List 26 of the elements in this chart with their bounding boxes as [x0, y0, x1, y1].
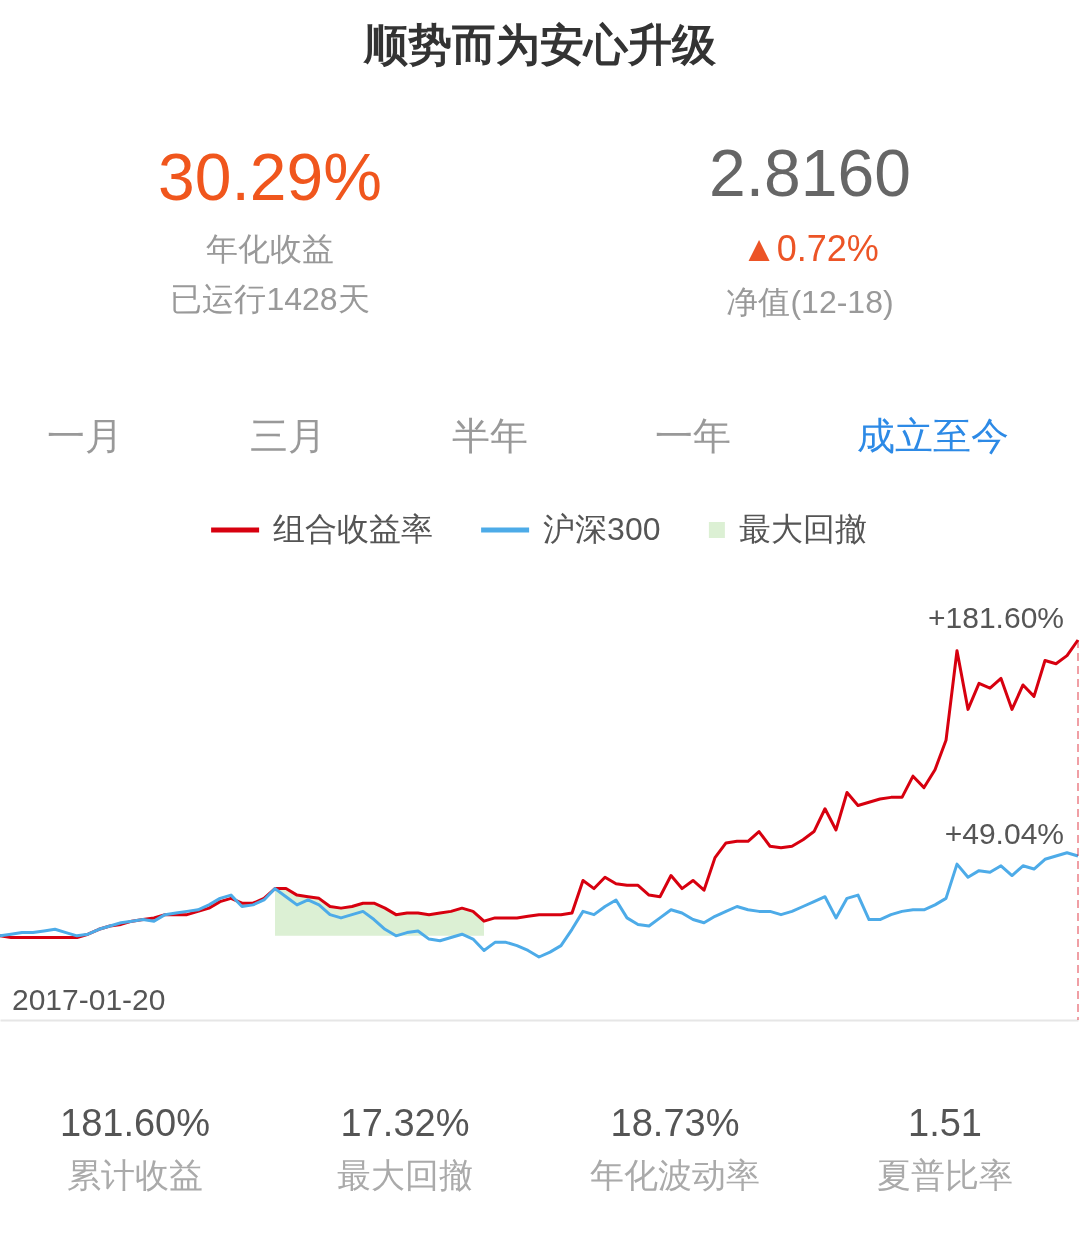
- chart-title: 顺势而为安心升级: [363, 20, 717, 69]
- text: 181.60%: [59, 1102, 211, 1144]
- legend-label: 沪深300: [543, 511, 661, 547]
- text: 一月: [47, 415, 123, 457]
- text: 一年: [655, 415, 731, 457]
- text: 最大回撤: [337, 1156, 473, 1194]
- text: 2.8160: [709, 136, 911, 210]
- text: 17.32%: [340, 1102, 470, 1144]
- text: 三月: [250, 415, 326, 457]
- text: 夏普比率: [877, 1156, 1013, 1194]
- text: ▲0.72%: [741, 228, 879, 269]
- text: 年化收益: [206, 231, 334, 267]
- text: 年化波动率: [590, 1156, 760, 1194]
- legend-label: 组合收益率: [273, 511, 434, 547]
- data-label: +49.04%: [944, 816, 1064, 850]
- text: 半年: [452, 415, 528, 457]
- text: 2017-01-20: [12, 983, 166, 1016]
- text: 18.73%: [610, 1102, 740, 1144]
- text: 30.29%: [158, 140, 382, 214]
- text: 1.51: [908, 1102, 982, 1144]
- text: 累计收益: [67, 1156, 203, 1194]
- text: 成立至今: [857, 415, 1009, 457]
- text: 净值(12-18): [726, 284, 894, 320]
- data-label: +181.60%: [928, 601, 1064, 634]
- text: 已运行1428天: [170, 281, 370, 317]
- legend-label: 最大回撤: [738, 511, 867, 547]
